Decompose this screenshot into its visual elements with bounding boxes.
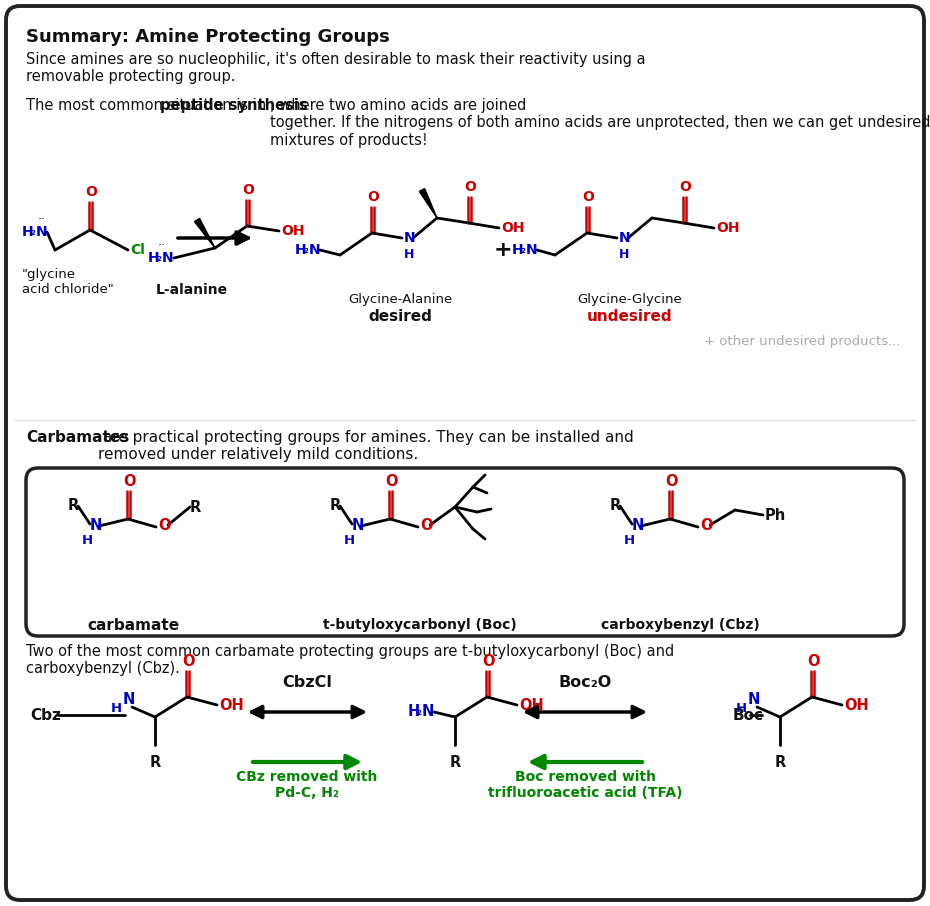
Text: carbamate: carbamate [86, 618, 179, 633]
Text: N: N [36, 225, 47, 239]
Text: N: N [748, 691, 761, 707]
Text: OH: OH [281, 224, 304, 238]
Text: Carbamates: Carbamates [26, 430, 129, 445]
Text: O: O [665, 474, 677, 488]
Text: O: O [123, 474, 136, 488]
Text: N: N [422, 705, 434, 719]
Text: H: H [344, 534, 355, 546]
Text: N: N [632, 518, 644, 534]
Text: H: H [624, 534, 635, 546]
Text: H: H [408, 705, 420, 719]
Text: O: O [582, 190, 594, 204]
Text: N: N [123, 691, 136, 707]
Text: N: N [90, 518, 102, 534]
Text: H: H [512, 243, 524, 257]
Text: R: R [330, 498, 341, 514]
Text: N: N [352, 518, 365, 534]
Text: N: N [404, 231, 416, 245]
Polygon shape [419, 188, 437, 218]
Text: O: O [420, 517, 432, 533]
Text: R: R [190, 499, 201, 515]
Text: O: O [464, 180, 476, 194]
Text: peptide synthesis: peptide synthesis [160, 98, 308, 113]
Text: H: H [404, 247, 415, 261]
Text: N: N [162, 251, 174, 265]
Text: Since amines are so nucleophilic, it's often desirable to mask their reactivity : Since amines are so nucleophilic, it's o… [26, 52, 645, 84]
Text: H: H [295, 243, 307, 257]
Text: ··: ·· [158, 239, 166, 253]
Text: OH: OH [844, 698, 869, 712]
Text: R: R [775, 755, 786, 770]
Text: undesired: undesired [587, 309, 672, 324]
FancyBboxPatch shape [6, 6, 924, 900]
Text: O: O [700, 517, 712, 533]
Text: carboxybenzyl (Cbz): carboxybenzyl (Cbz) [601, 618, 760, 632]
Text: R: R [610, 498, 621, 514]
Text: Cbz: Cbz [30, 708, 60, 722]
Text: H: H [148, 251, 160, 265]
Text: O: O [385, 474, 397, 488]
Text: Ph: Ph [765, 507, 786, 523]
Polygon shape [194, 218, 215, 248]
Text: ₂: ₂ [156, 253, 161, 263]
Text: ₂: ₂ [520, 245, 525, 255]
Text: Boc removed with
trifluoroacetic acid (TFA): Boc removed with trifluoroacetic acid (T… [487, 770, 683, 800]
Text: OH: OH [716, 221, 739, 235]
Text: are practical protecting groups for amines. They can be installed and
removed un: are practical protecting groups for amin… [98, 430, 633, 462]
Text: Glycine-Glycine: Glycine-Glycine [578, 293, 683, 306]
Text: H: H [736, 702, 747, 716]
Text: ··: ·· [38, 214, 46, 226]
Text: Glycine-Alanine: Glycine-Alanine [348, 293, 452, 306]
Text: CbzCl: CbzCl [282, 675, 332, 690]
Text: O: O [679, 180, 691, 194]
Text: ₂: ₂ [416, 707, 421, 717]
Text: OH: OH [219, 698, 244, 712]
Text: H: H [619, 247, 630, 261]
Text: ₂: ₂ [303, 245, 308, 255]
Text: H: H [111, 702, 122, 716]
Text: "glycine
acid chloride": "glycine acid chloride" [22, 268, 113, 296]
Text: CBz removed with
Pd-C, H₂: CBz removed with Pd-C, H₂ [236, 770, 378, 800]
Text: Two of the most common carbamate protecting groups are t-butyloxycarbonyl (Boc) : Two of the most common carbamate protect… [26, 644, 674, 677]
Text: O: O [482, 653, 495, 669]
Text: O: O [367, 190, 379, 204]
Text: Boc₂O: Boc₂O [558, 675, 612, 690]
Text: t-butyloxycarbonyl (Boc): t-butyloxycarbonyl (Boc) [323, 618, 517, 632]
Text: N: N [309, 243, 321, 257]
Text: desired: desired [368, 309, 432, 324]
Text: +: + [494, 240, 512, 260]
Text: Summary: Amine Protecting Groups: Summary: Amine Protecting Groups [26, 28, 390, 46]
Text: R: R [449, 755, 460, 770]
Text: OH: OH [501, 221, 525, 235]
Text: O: O [182, 653, 194, 669]
Text: The most common situation is in: The most common situation is in [26, 98, 271, 113]
Text: ₂: ₂ [30, 227, 35, 237]
Text: O: O [807, 653, 819, 669]
Text: R: R [68, 498, 79, 514]
Text: + other undesired products...: + other undesired products... [703, 335, 900, 348]
Text: Cl: Cl [130, 243, 145, 257]
Text: N: N [619, 231, 631, 245]
Text: OH: OH [519, 698, 544, 712]
Text: O: O [242, 183, 254, 197]
Text: H: H [22, 225, 33, 239]
Text: O: O [85, 185, 97, 199]
Text: Boc: Boc [733, 708, 764, 722]
Text: , where two amino acids are joined
together. If the nitrogens of both amino acid: , where two amino acids are joined toget… [270, 98, 930, 148]
Text: L-alanine: L-alanine [156, 283, 228, 297]
Text: R: R [150, 755, 161, 770]
Text: O: O [158, 517, 170, 533]
FancyBboxPatch shape [26, 468, 904, 636]
Text: H: H [82, 534, 93, 546]
Text: N: N [526, 243, 538, 257]
